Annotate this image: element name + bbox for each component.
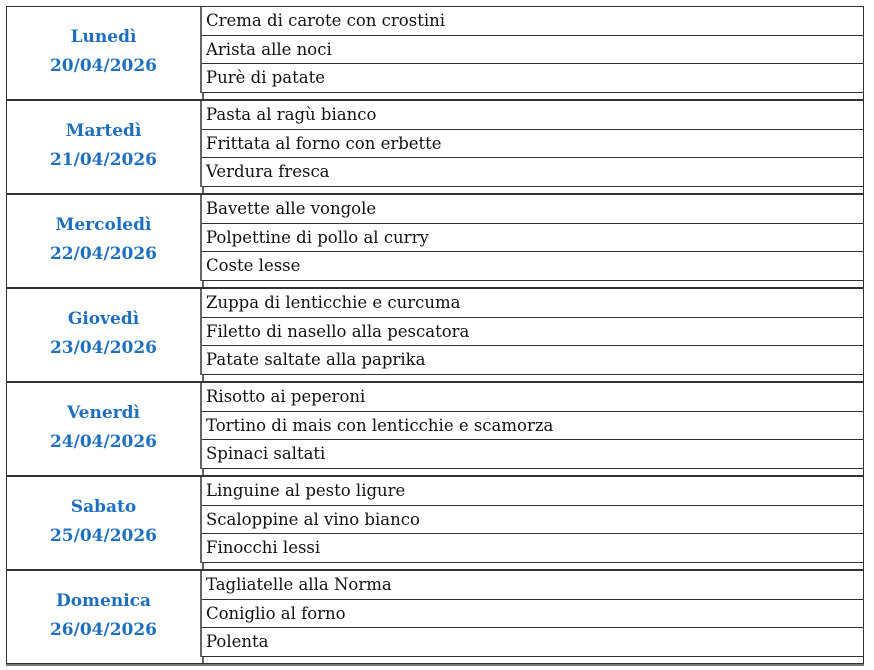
dish-row: Scaloppine al vino bianco: [202, 506, 863, 534]
block-separator: [6, 280, 864, 288]
block-separator: [6, 468, 864, 476]
day-cell: Giovedì 23/04/2026: [7, 289, 202, 375]
day-date: 24/04/2026: [49, 431, 158, 452]
day-cell: Lunedì 20/04/2026: [7, 7, 202, 93]
table-bottom-border: [6, 664, 864, 670]
weekly-menu-table: Lunedì 20/04/2026 Crema di carote con cros…: [6, 6, 864, 670]
dish-list: Crema di carote con crostini Arista alle …: [202, 7, 863, 93]
dish-row: Polpettine di pollo al curry: [202, 224, 863, 252]
day-date: 23/04/2026: [49, 337, 158, 358]
day-cell: Martedì 21/04/2026: [7, 101, 202, 187]
dish-row: Arista alle noci: [202, 36, 863, 64]
dish-row: Coste lesse: [202, 252, 863, 281]
day-name: Mercoledì: [55, 214, 152, 235]
block-separator: [6, 186, 864, 194]
dish-row: Crema di carote con crostini: [202, 7, 863, 36]
dish-row: Linguine al pesto ligure: [202, 477, 863, 506]
day-block: Sabato 25/04/2026 Linguine al pesto ligure…: [6, 476, 864, 563]
day-name: Sabato: [70, 496, 137, 517]
dish-list: Linguine al pesto ligure Scaloppine al vi…: [202, 477, 863, 563]
dish-row: Patate saltate alla paprika: [202, 346, 863, 375]
day-cell: Mercoledì 22/04/2026: [7, 195, 202, 281]
day-block: Venerdì 24/04/2026 Risotto ai peperoni Tort…: [6, 382, 864, 469]
day-block: Lunedì 20/04/2026 Crema di carote con cros…: [6, 6, 864, 93]
dish-row: Purè di patate: [202, 64, 863, 93]
day-name: Venerdì: [67, 402, 140, 423]
day-block: Mercoledì 22/04/2026 Bavette alle vongole P…: [6, 194, 864, 281]
day-date: 21/04/2026: [49, 149, 158, 170]
dish-list: Pasta al ragù bianco Frittata al forno co…: [202, 101, 863, 187]
day-cell: Venerdì 24/04/2026: [7, 383, 202, 469]
day-block: Domenica 26/04/2026 Tagliatelle alla Norma…: [6, 570, 864, 657]
day-block: Giovedì 23/04/2026 Zuppa di lenticchie e c…: [6, 288, 864, 375]
dish-list: Tagliatelle alla Norma Coniglio al forno P…: [202, 571, 863, 657]
block-separator: [6, 92, 864, 100]
block-separator: [6, 656, 864, 664]
dish-row: Verdura fresca: [202, 158, 863, 187]
dish-list: Risotto ai peperoni Tortino di mais con l…: [202, 383, 863, 469]
block-separator: [6, 374, 864, 382]
day-cell: Domenica 26/04/2026: [7, 571, 202, 657]
day-date: 26/04/2026: [49, 619, 158, 640]
dish-row: Spinaci saltati: [202, 440, 863, 469]
day-name: Domenica: [55, 590, 152, 611]
dish-row: Pasta al ragù bianco: [202, 101, 863, 130]
dish-row: Risotto ai peperoni: [202, 383, 863, 412]
day-date: 22/04/2026: [49, 243, 158, 264]
day-name: Lunedì: [70, 26, 137, 47]
dish-row: Finocchi lessi: [202, 534, 863, 563]
block-separator: [6, 562, 864, 570]
dish-row: Polenta: [202, 628, 863, 657]
dish-row: Tagliatelle alla Norma: [202, 571, 863, 600]
dish-list: Bavette alle vongole Polpettine di pollo …: [202, 195, 863, 281]
day-cell: Sabato 25/04/2026: [7, 477, 202, 563]
day-date: 25/04/2026: [49, 525, 158, 546]
dish-row: Frittata al forno con erbette: [202, 130, 863, 158]
dish-row: Tortino di mais con lenticchie e scamorz…: [202, 412, 863, 440]
dish-list: Zuppa di lenticchie e curcuma Filetto di …: [202, 289, 863, 375]
day-name: Giovedì: [67, 308, 140, 329]
dish-row: Filetto di nasello alla pescatora: [202, 318, 863, 346]
day-date: 20/04/2026: [49, 55, 158, 76]
dish-row: Bavette alle vongole: [202, 195, 863, 224]
dish-row: Coniglio al forno: [202, 600, 863, 628]
dish-row: Zuppa di lenticchie e curcuma: [202, 289, 863, 318]
day-block: Martedì 21/04/2026 Pasta al ragù bianco Fri…: [6, 100, 864, 187]
day-name: Martedì: [65, 120, 142, 141]
